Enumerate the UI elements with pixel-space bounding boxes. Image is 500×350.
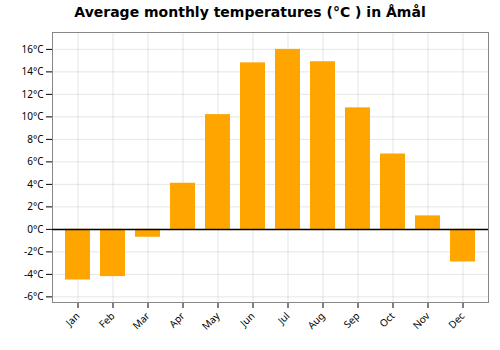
svg-text:2°C: 2°C [27, 199, 44, 213]
svg-text:Nov: Nov [409, 308, 433, 332]
svg-text:Apr: Apr [166, 309, 188, 331]
html-text:Average monthly temperatures (: Average monthly temperatures (°C ) in Åm… [74, 4, 426, 20]
svg-text:14°C: 14°C [21, 64, 44, 78]
svg-text:Jul: Jul [274, 309, 293, 328]
svg-text:May: May [198, 308, 223, 333]
svg-text:Feb: Feb [95, 309, 117, 331]
svg-text:Aug: Aug [304, 309, 327, 332]
svg-text:Mar: Mar [129, 309, 152, 332]
svg-text:Sep: Sep [340, 309, 362, 331]
svg-text:10°C: 10°C [21, 109, 44, 123]
svg-text:Jan: Jan [62, 309, 83, 330]
svg-text:8°C: 8°C [27, 132, 44, 146]
svg-text:12°C: 12°C [21, 87, 44, 101]
svg-text:0°C: 0°C [27, 222, 44, 236]
svg-text:4°C: 4°C [27, 177, 44, 191]
svg-text:Jun: Jun [236, 309, 257, 330]
svg-text:Oct: Oct [376, 309, 398, 331]
svg-text:Dec: Dec [445, 309, 468, 332]
svg-text:-6°C: -6°C [24, 289, 44, 303]
svg-text:-4°C: -4°C [24, 267, 44, 281]
svg-text:-2°C: -2°C [24, 244, 44, 258]
svg-text:16°C: 16°C [21, 42, 44, 56]
svg-text:6°C: 6°C [27, 154, 44, 168]
